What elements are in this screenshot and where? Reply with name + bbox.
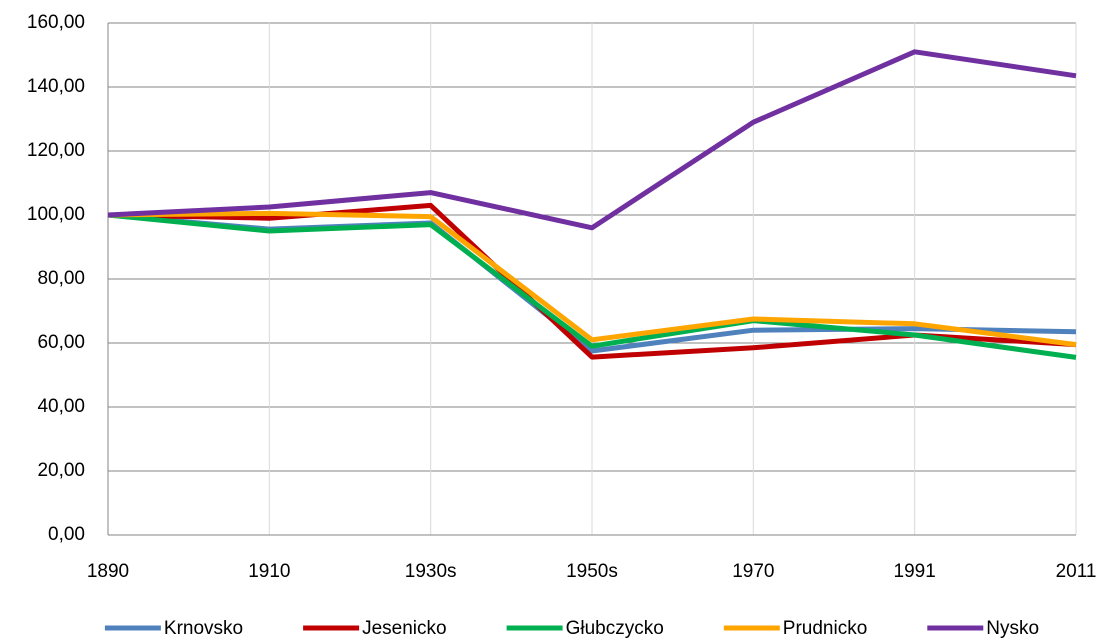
legend-label: Krnovsko — [164, 618, 243, 639]
x-tick-label: 1970 — [732, 561, 774, 582]
x-tick-label: 1930s — [405, 561, 457, 582]
y-tick-label: 140,00 — [27, 76, 85, 97]
y-tick-label: 80,00 — [37, 268, 85, 289]
x-tick-label: 1890 — [87, 561, 129, 582]
legend-label: Prudnicko — [783, 618, 868, 639]
y-tick-label: 0,00 — [48, 524, 85, 545]
y-tick-label: 40,00 — [37, 396, 85, 417]
y-tick-label: 100,00 — [27, 204, 85, 225]
y-tick-label: 160,00 — [27, 12, 85, 33]
x-tick-label: 2011 — [1056, 561, 1097, 582]
legend-label: Nysko — [986, 618, 1039, 639]
series-line — [107, 210, 1077, 348]
series-line — [107, 49, 1077, 231]
legend-label: Jesenicko — [362, 618, 447, 639]
x-tick-label: 1950s — [566, 561, 618, 582]
x-tick-label: 1991 — [894, 561, 936, 582]
x-tick-label: 1910 — [248, 561, 290, 582]
y-tick-label: 60,00 — [37, 332, 85, 353]
y-tick-label: 120,00 — [27, 140, 85, 161]
legend-label: Głubczycko — [566, 618, 664, 639]
y-tick-label: 20,00 — [37, 460, 85, 481]
series-line — [107, 212, 1077, 360]
